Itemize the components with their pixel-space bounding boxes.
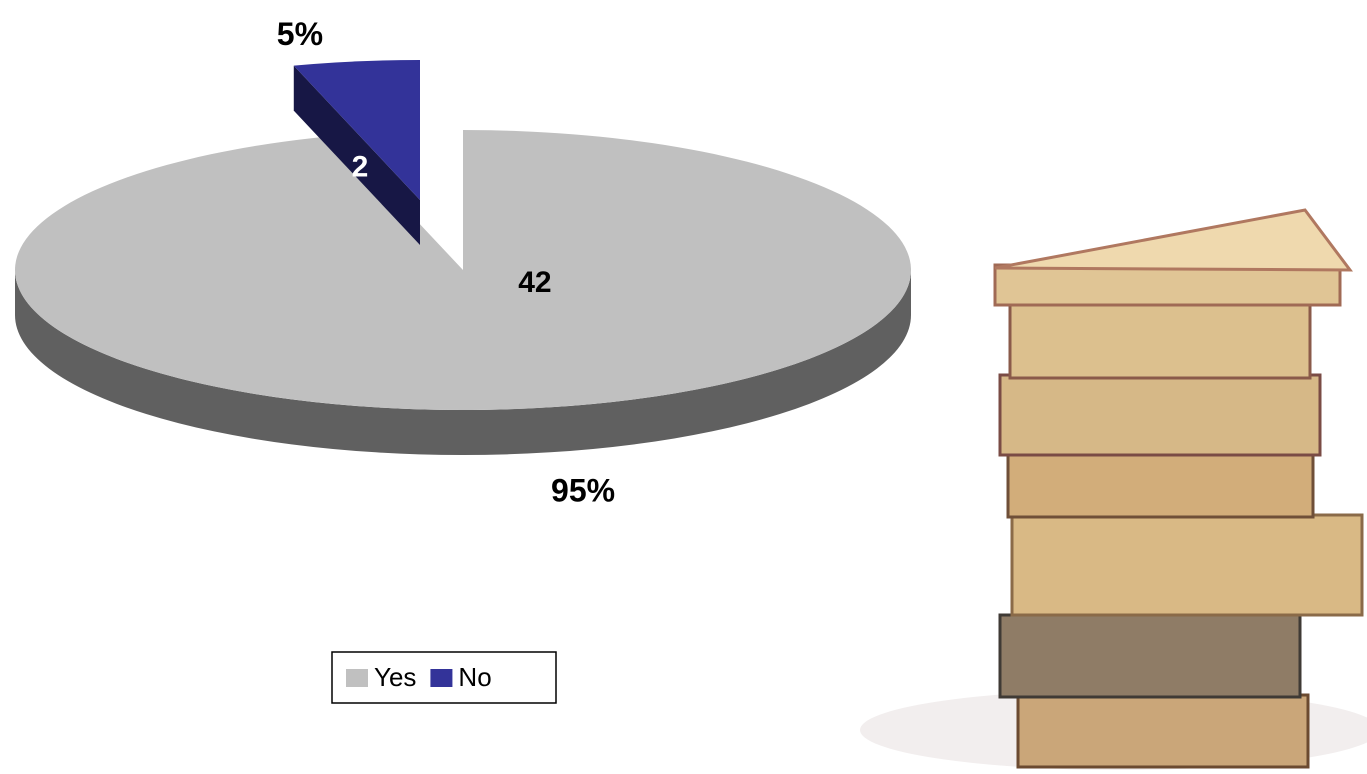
slice-side — [15, 270, 911, 455]
books-photo — [860, 208, 1367, 770]
value-label: 2 — [352, 151, 369, 184]
legend-swatch — [346, 669, 368, 687]
value-label: 42 — [518, 266, 551, 299]
slice-face — [293, 65, 420, 245]
legend-label: No — [458, 662, 491, 692]
legend-label: Yes — [374, 662, 416, 692]
percent-label: 95% — [551, 473, 615, 509]
legend: Yes No — [331, 651, 557, 704]
legend-box — [331, 651, 557, 704]
pie: 42 95% 2 5% — [14, 16, 912, 509]
slice — [14, 130, 912, 410]
percent-label: 5% — [277, 16, 323, 52]
legend-swatch — [430, 669, 453, 687]
slice — [293, 60, 420, 200]
